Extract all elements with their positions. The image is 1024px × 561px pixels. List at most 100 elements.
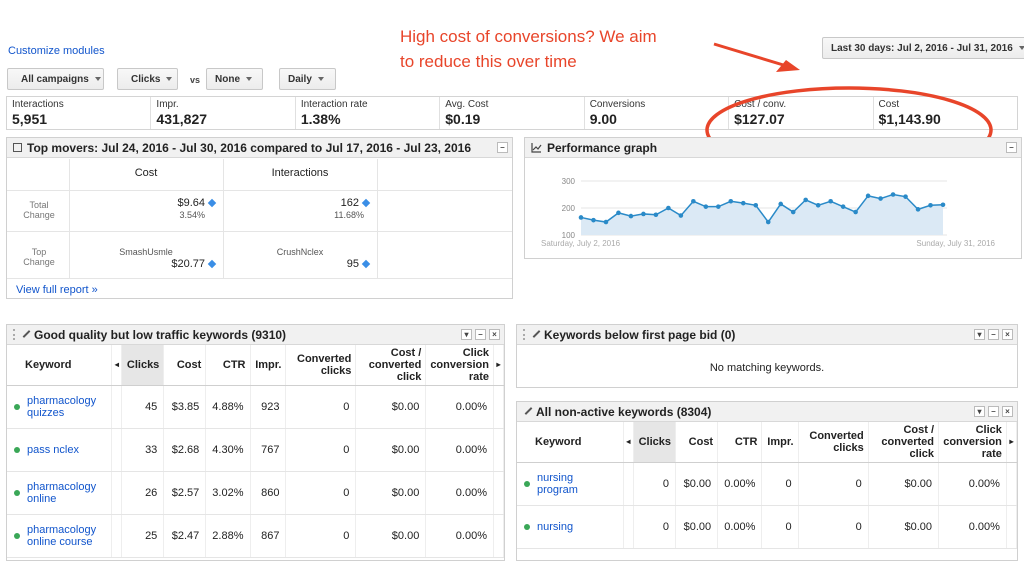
- col-cost-per-converted[interactable]: Cost / converted click: [355, 345, 427, 386]
- non-active-header: All non-active keywords (8304) ▾ – ×: [517, 402, 1017, 422]
- scroll-left-icon[interactable]: ◂: [623, 422, 634, 463]
- col-impr[interactable]: Impr.: [761, 422, 799, 463]
- metric-interaction-rate[interactable]: Interaction rate 1.38%: [296, 97, 441, 129]
- metric-conversions[interactable]: Conversions 9.00: [585, 97, 730, 129]
- close-button[interactable]: ×: [489, 329, 500, 340]
- col-click-conv-rate[interactable]: Click conversion rate: [938, 422, 1007, 463]
- menu-button[interactable]: ▾: [974, 329, 985, 340]
- data-point: [903, 194, 908, 199]
- close-button[interactable]: ×: [1002, 406, 1013, 417]
- chevron-down-icon: [246, 77, 252, 81]
- data-point: [628, 213, 634, 219]
- minimize-button[interactable]: –: [988, 406, 999, 417]
- metric1-select[interactable]: Clicks: [117, 68, 178, 90]
- minimize-button[interactable]: –: [1006, 142, 1017, 153]
- col-cost-per-converted[interactable]: Cost / converted click: [868, 422, 940, 463]
- scroll-right-icon[interactable]: ▸: [493, 345, 504, 386]
- col-converted-clicks[interactable]: Converted clicks: [285, 345, 357, 386]
- good-quality-header: Good quality but low traffic keywords (9…: [7, 325, 504, 345]
- drag-handle-icon[interactable]: [13, 329, 17, 340]
- col-keyword[interactable]: Keyword: [517, 422, 624, 463]
- campaign-filter-button[interactable]: All campaigns: [7, 68, 104, 90]
- data-point: [828, 198, 833, 204]
- col-cost[interactable]: Cost: [675, 422, 719, 463]
- keyword-link[interactable]: nursing program: [537, 472, 578, 496]
- keyword-link[interactable]: nursing: [537, 521, 574, 533]
- data-point: [716, 204, 721, 209]
- impr-cell: 0: [761, 462, 799, 506]
- spacer: [111, 471, 123, 515]
- col-clicks[interactable]: Clicks: [121, 345, 165, 386]
- metric-avg-cost[interactable]: Avg. Cost $0.19: [440, 97, 585, 129]
- col-clicks[interactable]: Clicks: [633, 422, 676, 463]
- good-quality-panel: Good quality but low traffic keywords (9…: [6, 324, 505, 561]
- clicks-cell: 0: [633, 505, 676, 549]
- customize-modules-link[interactable]: Customize modules: [8, 45, 105, 57]
- cost-per-converted-cell: $0.00: [355, 514, 427, 558]
- impr-cell: 923: [250, 385, 287, 429]
- minimize-button[interactable]: –: [497, 142, 508, 153]
- data-point: [740, 200, 746, 206]
- view-full-report-link[interactable]: View full report »: [16, 284, 98, 296]
- metric-interactions[interactable]: Interactions 5,951: [7, 97, 152, 129]
- col-keyword[interactable]: Keyword: [7, 345, 113, 386]
- metric-impressions[interactable]: Impr. 431,827: [151, 97, 296, 129]
- date-range-button[interactable]: Last 30 days: Jul 2, 2016 - Jul 31, 2016: [822, 37, 1024, 59]
- below-bid-panel: Keywords below first page bid (0) ▾ – × No…: [516, 324, 1018, 388]
- table-row: nursing program 0 $0.00 0.00% 0 0 $0.00 0.00%: [517, 462, 1017, 506]
- data-point: [915, 207, 921, 212]
- scroll-right-icon[interactable]: ▸: [1006, 422, 1017, 463]
- table-row: pharmacology quizzes 45 $3.85 4.88% 923 0 $0.0…: [7, 385, 504, 429]
- line-chart-icon: [531, 142, 542, 153]
- scroll-left-icon[interactable]: ◂: [111, 345, 123, 386]
- metric-label: Interaction rate: [300, 99, 368, 110]
- col-converted-clicks[interactable]: Converted clicks: [798, 422, 869, 463]
- table-row: pass nclex 33 $2.68 4.30% 767 0 $0.00 0.00%: [7, 428, 504, 472]
- metric-cost[interactable]: Cost $1,143.90: [874, 97, 1017, 129]
- top-movers-header: Top movers: Jul 24, 2016 - Jul 30, 2016 …: [7, 138, 512, 158]
- int-top-name: CrushNclex: [276, 247, 324, 257]
- close-button[interactable]: ×: [1002, 329, 1013, 340]
- drag-handle-icon[interactable]: [523, 329, 527, 340]
- keyword-link[interactable]: pharmacology online course: [27, 524, 97, 548]
- converted-clicks-cell: 0: [285, 471, 357, 515]
- non-active-panel: All non-active keywords (8304) ▾ – × Keywo…: [516, 401, 1018, 561]
- col-ctr[interactable]: CTR: [717, 422, 763, 463]
- metric-label: Conversions: [589, 99, 646, 110]
- data-point: [616, 210, 621, 216]
- keyword-link[interactable]: pharmacology online: [27, 481, 97, 505]
- data-point: [666, 205, 671, 211]
- data-point: [703, 204, 709, 209]
- keyword-link[interactable]: pass nclex: [27, 444, 79, 456]
- metric-cost-per-conv[interactable]: Cost / conv. $127.07: [729, 97, 874, 129]
- keyword-cell: pass nclex: [7, 428, 113, 472]
- y-tick-label: 300: [562, 177, 576, 186]
- clicks-cell: 45: [121, 385, 165, 429]
- converted-clicks-cell: 0: [798, 462, 869, 506]
- ctr-cell: 0.00%: [717, 462, 763, 506]
- keyword-link[interactable]: pharmacology quizzes: [27, 395, 97, 419]
- data-point: [853, 209, 858, 215]
- col-interactions-header: Interactions: [271, 167, 329, 179]
- menu-button[interactable]: ▾: [974, 406, 985, 417]
- top-movers-panel: Top movers: Jul 24, 2016 - Jul 30, 2016 …: [6, 137, 513, 299]
- col-click-conv-rate[interactable]: Click conversion rate: [425, 345, 494, 386]
- clicks-cell: 33: [121, 428, 165, 472]
- metric-value: 431,827: [156, 111, 208, 127]
- status-dot-icon: [524, 481, 530, 487]
- converted-clicks-cell: 0: [798, 505, 869, 549]
- clicks-cell: 25: [121, 514, 165, 558]
- cost-per-converted-cell: $0.00: [355, 471, 427, 515]
- pencil-icon: [531, 330, 540, 339]
- minimize-button[interactable]: –: [475, 329, 486, 340]
- metric2-select[interactable]: None: [206, 68, 263, 90]
- interval-select[interactable]: Daily: [279, 68, 336, 90]
- menu-button[interactable]: ▾: [461, 329, 472, 340]
- metric-value: 9.00: [589, 111, 617, 127]
- col-impr[interactable]: Impr.: [250, 345, 287, 386]
- col-ctr[interactable]: CTR: [205, 345, 251, 386]
- col-cost[interactable]: Cost: [163, 345, 207, 386]
- minimize-button[interactable]: –: [988, 329, 999, 340]
- status-dot-icon: [14, 447, 20, 453]
